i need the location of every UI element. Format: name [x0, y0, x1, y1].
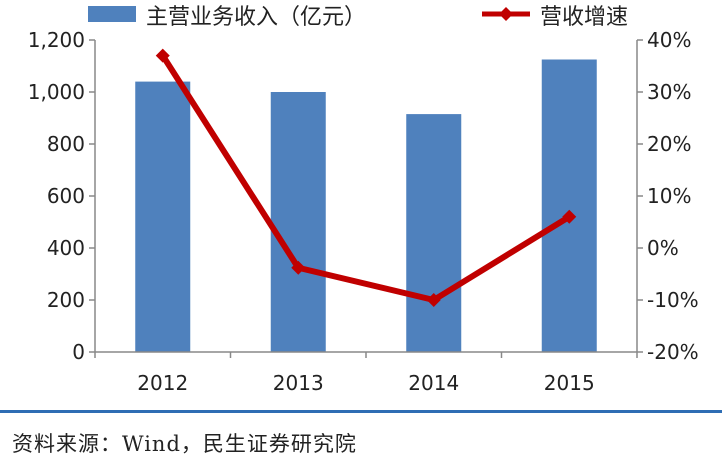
- x-axis: 2012 2013 2014 2015: [94, 351, 638, 395]
- bar: [270, 92, 326, 352]
- left-tick-label: 800: [47, 132, 85, 156]
- growth-marker: [291, 260, 306, 275]
- footer-rule: [0, 410, 722, 413]
- right-tick-label: 30%: [647, 80, 691, 104]
- x-tick-label: 2013: [273, 371, 324, 395]
- bar: [541, 59, 597, 352]
- x-tick-label: 2014: [408, 371, 459, 395]
- line-series: [155, 48, 577, 307]
- chart: 主营业务收入（亿元） 营收增速 0 200 400 600 800 1,000 1,200 -…: [28, 5, 699, 395]
- source-note: 资料来源：Wind，民生证券研究院: [12, 432, 357, 456]
- right-tick-label: 10%: [647, 184, 691, 208]
- right-tick-label: -20%: [647, 340, 699, 364]
- growth-marker: [426, 293, 441, 307]
- right-y-axis: -20% -10% 0% 10% 20% 30% 40%: [636, 28, 699, 364]
- legend-line-label: 营收增速: [540, 5, 628, 30]
- growth-marker: [155, 48, 170, 63]
- bar: [406, 114, 462, 352]
- legend: 主营业务收入（亿元） 营收增速: [88, 5, 628, 30]
- left-y-axis: 0 200 400 600 800 1,000 1,200: [28, 28, 96, 364]
- legend-line-marker: [499, 7, 513, 21]
- right-tick-label: 40%: [647, 28, 691, 52]
- left-tick-label: 0: [72, 340, 85, 364]
- x-tick-label: 2012: [137, 371, 188, 395]
- right-tick-label: 20%: [647, 132, 691, 156]
- bar: [135, 81, 191, 352]
- left-tick-label: 1,000: [28, 80, 85, 104]
- legend-bar-label: 主营业务收入（亿元）: [146, 5, 366, 30]
- legend-bar-swatch: [88, 6, 136, 22]
- right-tick-label: 0%: [647, 236, 679, 260]
- left-tick-label: 400: [47, 236, 85, 260]
- left-tick-label: 1,200: [28, 28, 85, 52]
- growth-marker: [562, 209, 577, 224]
- right-tick-label: -10%: [647, 288, 699, 312]
- growth-line: [160, 53, 571, 303]
- x-tick-label: 2015: [544, 371, 595, 395]
- left-tick-label: 600: [47, 184, 85, 208]
- left-tick-label: 200: [47, 288, 85, 312]
- bar-series: [135, 59, 597, 352]
